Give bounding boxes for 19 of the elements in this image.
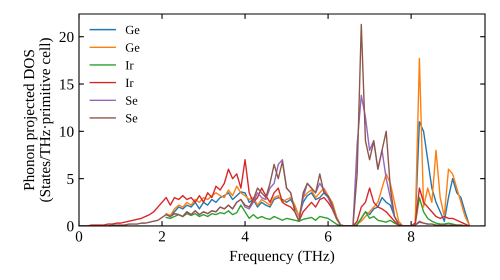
legend-label: Ge bbox=[126, 26, 140, 34]
legend-label: Se bbox=[126, 114, 138, 122]
x-tick-label: 8 bbox=[408, 231, 414, 242]
legend-label: Ge bbox=[126, 43, 140, 52]
y-tick-label: 5 bbox=[67, 174, 74, 184]
y-tick-label: 15 bbox=[60, 79, 74, 90]
legend-label: Ir bbox=[126, 78, 134, 87]
x-tick-label: 4 bbox=[242, 231, 249, 242]
x-tick-label: 2 bbox=[158, 231, 166, 242]
y-axis-title: Phonon projected DOS (States/THz·primitive cell) bbox=[23, 38, 54, 202]
legend-label: Ir bbox=[126, 61, 134, 70]
y-tick-label: 10 bbox=[60, 126, 74, 137]
line-series bbox=[165, 58, 470, 226]
y-tick-label: 0 bbox=[67, 221, 74, 232]
x-tick-label: 6 bbox=[324, 231, 332, 242]
x-tick-label: 0 bbox=[76, 231, 82, 242]
y-tick-label: 20 bbox=[60, 32, 74, 42]
x-axis-title: Frequency (THz) bbox=[230, 250, 334, 264]
legend-label: Se bbox=[126, 96, 138, 105]
